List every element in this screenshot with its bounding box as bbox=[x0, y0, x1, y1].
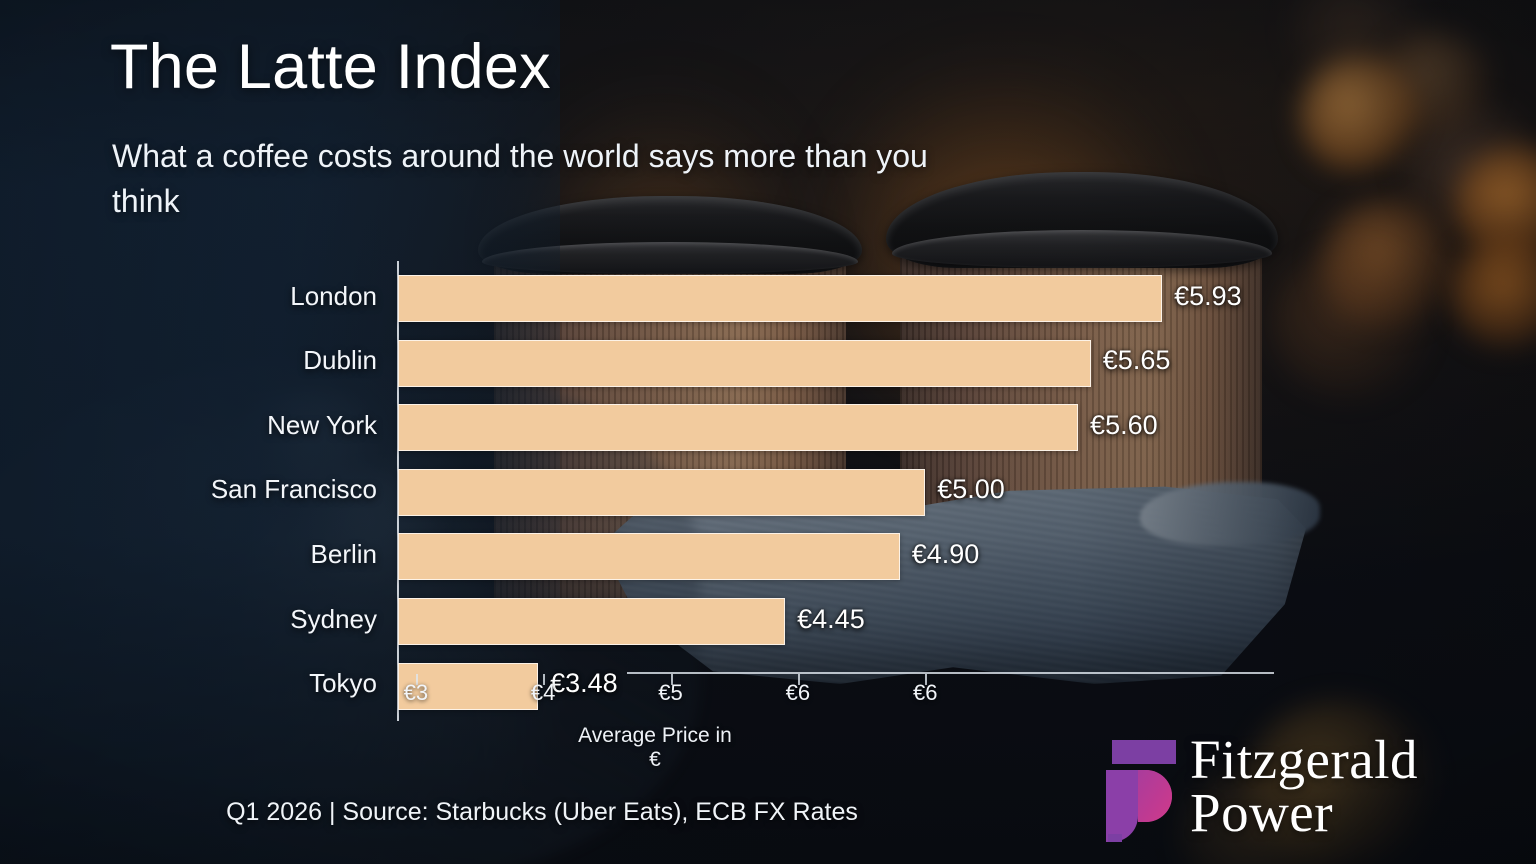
bar-san-francisco bbox=[398, 468, 926, 516]
x-axis-tick bbox=[925, 674, 928, 685]
x-axis-tick-label: €3 bbox=[403, 680, 429, 705]
bar-value-label: €5.60 bbox=[1090, 409, 1158, 440]
page-title: The Latte Index bbox=[110, 32, 551, 102]
x-axis-tick bbox=[797, 674, 800, 685]
bar-value-label: €5.93 bbox=[1174, 280, 1242, 311]
source-footnote: Q1 2026 | Source: Starbucks (Uber Eats),… bbox=[226, 798, 858, 826]
logo-wordmark: Fitzgerald Power bbox=[1190, 729, 1418, 843]
bar-tokyo bbox=[398, 662, 539, 710]
x-axis-tick bbox=[543, 674, 546, 685]
x-axis-tick-label: €5 bbox=[658, 680, 683, 705]
fp-monogram-icon bbox=[1098, 738, 1184, 842]
bar-dublin bbox=[398, 339, 1091, 387]
bar-value-label: €5.65 bbox=[1102, 345, 1171, 376]
category-label-row: New York bbox=[0, 410, 377, 441]
x-axis-tick-label: €4 bbox=[530, 680, 556, 705]
x-axis-title: Average Price in € bbox=[578, 724, 732, 771]
bar-sydney bbox=[398, 598, 786, 645]
category-label-berlin: Berlin bbox=[310, 538, 377, 569]
page-subtitle: What a coffee costs around the world say… bbox=[112, 138, 928, 220]
category-label-new-york: New York bbox=[267, 409, 377, 440]
category-label-dublin: Dublin bbox=[303, 345, 377, 376]
bar-value-label: €5.00 bbox=[937, 474, 1005, 505]
category-label-row: Tokyo bbox=[0, 668, 377, 699]
fitzgerald-power-logo: Fitzgerald Power bbox=[1098, 729, 1438, 846]
x-axis-tick-label: €6 bbox=[785, 680, 811, 705]
category-label-row: San Francisco bbox=[0, 474, 377, 505]
category-label-sydney: Sydney bbox=[290, 603, 377, 634]
x-axis-tick bbox=[670, 674, 673, 685]
x-axis-tick-label: €6 bbox=[912, 680, 938, 705]
category-label-row: London bbox=[0, 281, 377, 312]
bar-value-label: €3.48 bbox=[550, 668, 618, 699]
category-label-san-francisco: San Francisco bbox=[210, 474, 377, 505]
category-label-london: London bbox=[290, 280, 377, 311]
bar-new-york bbox=[398, 404, 1079, 452]
x-axis-spine bbox=[627, 672, 1274, 674]
bar-value-label: €4.45 bbox=[797, 603, 865, 634]
logo-line-1: Fitzgerald bbox=[1190, 729, 1418, 790]
category-label-row: Sydney bbox=[0, 604, 377, 635]
bar-berlin bbox=[398, 533, 900, 581]
category-label-tokyo: Tokyo bbox=[309, 668, 377, 699]
logo-line-2: Power bbox=[1190, 781, 1334, 843]
x-axis-tick bbox=[415, 674, 418, 685]
bar-value-label: €4.90 bbox=[911, 538, 980, 569]
bar-london bbox=[398, 275, 1163, 322]
category-label-row: Berlin bbox=[0, 539, 377, 570]
category-label-row: Dublin bbox=[0, 345, 377, 376]
